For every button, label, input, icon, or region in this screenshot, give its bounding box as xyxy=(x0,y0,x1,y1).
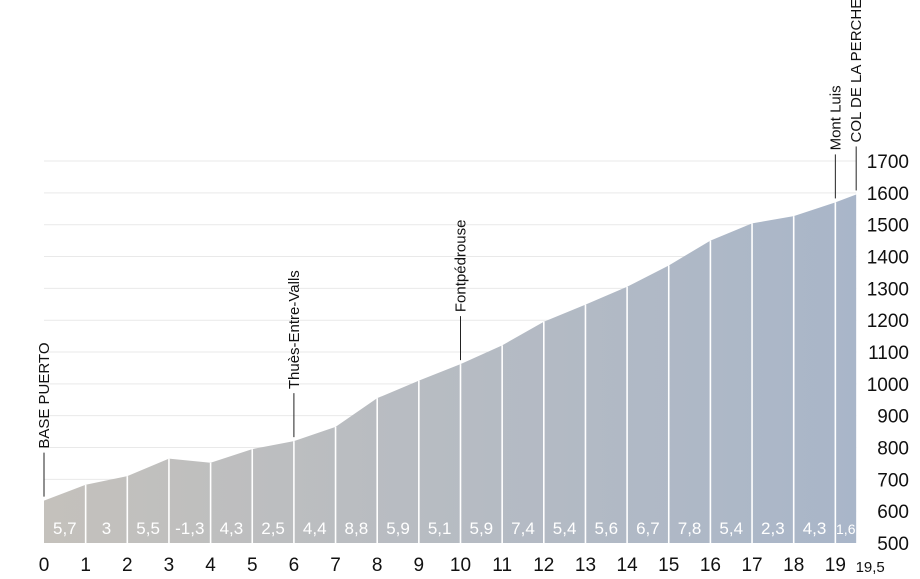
x-tick-label: 2 xyxy=(122,555,133,576)
gradient-label: 5,4 xyxy=(719,519,743,538)
gradient-label: 5,1 xyxy=(428,519,452,538)
x-tick-label: 13 xyxy=(575,555,596,576)
x-tick-label: 8 xyxy=(372,555,383,576)
gradient-label: 7,8 xyxy=(678,519,702,538)
gradient-label: 8,8 xyxy=(345,519,369,538)
gradient-label: 2,3 xyxy=(761,519,785,538)
gradient-label: 2,5 xyxy=(261,519,285,538)
y-tick-label: 1400 xyxy=(867,248,909,269)
x-tick-label: 5 xyxy=(247,555,258,576)
x-tick-label: 7 xyxy=(330,555,341,576)
gradient-labels: 5,7 3 5,5 -1,3 4,3 2,5 4,4 8,8 5,9 5,1 5,9 7,4 5,4 5,… xyxy=(53,519,856,538)
y-tick-label: 1600 xyxy=(867,184,909,205)
x-axis: 0 1 2 3 4 5 6 7 8 9 10 11 12 13 14 15 16 17 18 19 19,5 xyxy=(39,555,885,576)
x-tick-label: 4 xyxy=(205,555,216,576)
gradient-label: -1,3 xyxy=(175,519,204,538)
elevation-area-fill xyxy=(44,194,857,544)
gradient-label: 5,9 xyxy=(386,519,410,538)
annotation-label: COL DE LA PERCHE xyxy=(848,0,865,142)
gradient-label: 1,6 xyxy=(836,521,856,537)
gradient-label: 4,3 xyxy=(220,519,244,538)
annotation-label: Thuès-Entre-Valls xyxy=(286,270,303,389)
y-tick-label: 700 xyxy=(877,470,909,491)
y-tick-label: 500 xyxy=(877,534,909,555)
annotation-label: BASE PUERTO xyxy=(36,343,53,449)
gradient-label: 5,5 xyxy=(136,519,160,538)
gradient-label: 4,4 xyxy=(303,519,327,538)
x-tick-label: 11 xyxy=(492,555,512,576)
x-tick-label: 0 xyxy=(39,555,50,576)
x-tick-label: 14 xyxy=(617,555,639,576)
y-tick-label: 600 xyxy=(877,502,909,523)
gradient-label: 7,4 xyxy=(511,519,535,538)
gradient-label: 6,7 xyxy=(636,519,660,538)
y-tick-label: 900 xyxy=(877,407,909,428)
x-tick-label: 19,5 xyxy=(856,559,885,576)
x-tick-label: 15 xyxy=(658,555,679,576)
place-annotations: BASE PUERTO Thuès-Entre-Valls Fontpédrouse… xyxy=(36,0,865,497)
x-tick-label: 10 xyxy=(450,555,471,576)
elevation-area xyxy=(44,194,857,544)
gradient-label: 5,9 xyxy=(470,519,494,538)
annotation-label: Fontpédrouse xyxy=(453,220,470,313)
annotation-label: Mont Luis xyxy=(827,85,844,150)
x-tick-label: 1 xyxy=(80,555,91,576)
gradient-label: 5,4 xyxy=(553,519,577,538)
x-tick-label: 16 xyxy=(700,555,721,576)
gradient-label: 3 xyxy=(102,519,111,538)
gradient-label: 5,6 xyxy=(594,519,618,538)
gradient-label: 4,3 xyxy=(803,519,827,538)
y-tick-label: 800 xyxy=(877,439,909,460)
x-tick-label: 12 xyxy=(533,555,554,576)
y-tick-label: 1500 xyxy=(867,216,909,237)
x-tick-label: 18 xyxy=(783,555,804,576)
x-tick-label: 6 xyxy=(289,555,300,576)
y-tick-label: 1000 xyxy=(867,375,909,396)
y-tick-label: 1100 xyxy=(868,343,909,364)
y-axis: 500 600 700 800 900 1000 1100 1200 1300 1400 1500 1… xyxy=(867,152,909,555)
x-tick-label: 9 xyxy=(414,555,425,576)
gradient-label: 5,7 xyxy=(53,519,77,538)
x-tick-label: 17 xyxy=(741,555,762,576)
y-tick-label: 1700 xyxy=(867,152,909,173)
y-tick-label: 1200 xyxy=(867,311,909,332)
km-dividers xyxy=(84,202,837,543)
y-tick-label: 1300 xyxy=(867,279,909,300)
x-tick-label: 3 xyxy=(164,555,175,576)
x-tick-label: 19 xyxy=(825,555,846,576)
